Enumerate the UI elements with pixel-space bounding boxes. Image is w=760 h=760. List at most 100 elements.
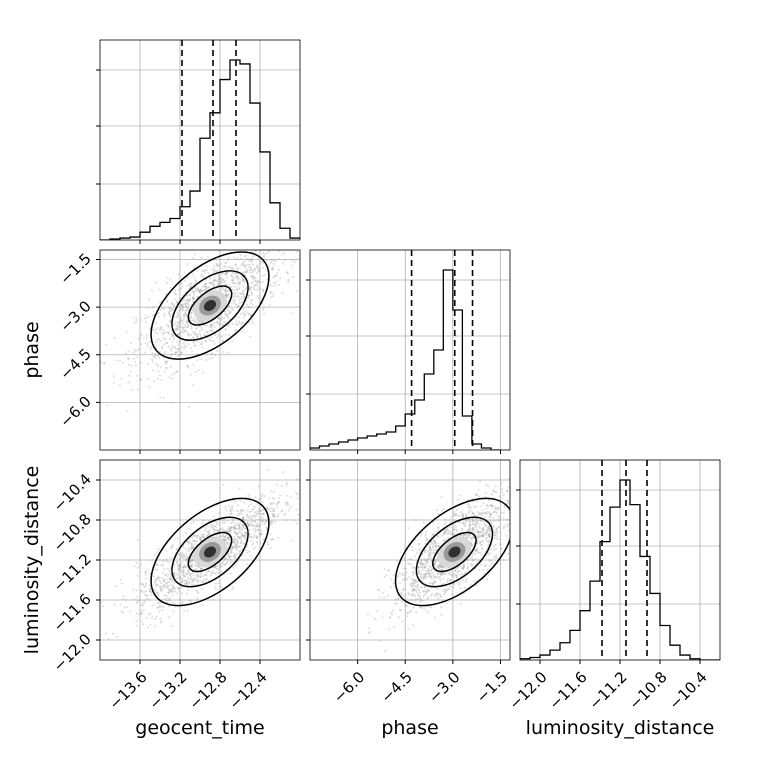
scatter-point <box>228 285 231 288</box>
scatter-point <box>471 511 474 514</box>
scatter-point <box>185 345 187 348</box>
scatter-point <box>449 585 452 588</box>
scatter-point <box>453 514 456 517</box>
scatter-point <box>242 518 245 520</box>
scatter-point <box>119 603 122 606</box>
scatter-point <box>224 262 227 264</box>
scatter-point <box>246 552 249 554</box>
scatter-point <box>165 601 168 603</box>
scatter-point <box>214 572 217 575</box>
scatter-point <box>228 334 230 337</box>
scatter-point <box>254 516 257 518</box>
scatter-point <box>192 300 195 303</box>
scatter-point <box>402 594 405 597</box>
scatter-point <box>231 546 234 549</box>
scatter-point <box>226 309 229 312</box>
scatter-point <box>265 521 268 524</box>
scatter-point <box>461 567 464 569</box>
scatter-point <box>472 520 475 522</box>
scatter-point <box>482 509 485 512</box>
scatter-point <box>113 337 116 340</box>
scatter-point <box>390 578 393 581</box>
scatter-point <box>191 257 194 259</box>
scatter-point <box>232 540 234 543</box>
scatter-point <box>252 525 255 528</box>
scatter-point <box>215 529 218 532</box>
scatter-point <box>229 310 232 313</box>
scatter-point <box>375 610 378 613</box>
scatter-point <box>402 572 405 575</box>
scatter-point <box>311 502 313 504</box>
scatter-point <box>194 535 197 538</box>
scatter-point <box>171 340 174 343</box>
scatter-point <box>494 531 496 534</box>
scatter-point <box>397 597 400 600</box>
scatter-point <box>143 599 146 602</box>
scatter-point <box>485 507 488 510</box>
scatter-point <box>271 285 274 288</box>
scatter-point <box>286 502 289 505</box>
scatter-point <box>217 265 220 268</box>
scatter-point <box>209 282 212 285</box>
scatter-point <box>272 497 274 499</box>
scatter-point <box>198 320 200 323</box>
scatter-point <box>180 320 183 322</box>
scatter-point <box>493 510 496 513</box>
scatter-point <box>193 577 196 580</box>
scatter-point <box>209 336 212 338</box>
scatter-point <box>269 546 272 549</box>
scatter-point <box>228 265 231 268</box>
scatter-point <box>148 588 151 591</box>
scatter-point <box>200 288 203 291</box>
scatter-point <box>274 260 277 263</box>
scatter-point <box>475 505 477 508</box>
scatter-point <box>168 599 171 602</box>
scatter-point <box>411 549 414 552</box>
scatter-point <box>427 544 430 547</box>
scatter-point <box>184 558 187 561</box>
scatter-point <box>242 279 245 282</box>
scatter-point <box>184 532 187 535</box>
scatter-point <box>260 513 263 516</box>
scatter-point <box>428 549 431 552</box>
scatter-point <box>448 526 451 529</box>
scatter-point <box>271 267 274 270</box>
scatter-point <box>414 579 417 582</box>
scatter-point <box>153 618 156 621</box>
scatter-point <box>269 510 272 513</box>
scatter-point <box>440 606 443 609</box>
scatter-point <box>237 524 240 527</box>
scatter-point <box>107 638 110 641</box>
scatter-point <box>178 309 181 312</box>
scatter-point <box>122 361 124 364</box>
scatter-point <box>207 272 210 275</box>
scatter-point <box>170 574 172 577</box>
scatter-point <box>158 605 161 608</box>
scatter-point <box>473 549 476 552</box>
scatter-point <box>214 525 217 528</box>
scatter-point <box>186 263 188 265</box>
scatter-point <box>221 278 224 281</box>
scatter-point <box>503 525 505 528</box>
scatter-point <box>173 323 176 326</box>
scatter-point <box>508 477 510 480</box>
scatter-point <box>184 279 186 282</box>
scatter-point <box>161 564 164 567</box>
scatter-point <box>180 556 183 559</box>
scatter-point <box>239 541 242 544</box>
scatter-point <box>512 502 514 504</box>
scatter-point <box>243 296 246 299</box>
scatter-point <box>446 578 449 581</box>
scatter-point <box>205 285 207 288</box>
scatter-point <box>477 559 480 562</box>
scatter-point <box>226 271 229 274</box>
scatter-point <box>235 329 237 332</box>
scatter-point <box>468 520 471 523</box>
scatter-point <box>250 267 252 270</box>
scatter-point <box>193 321 196 324</box>
scatter-point <box>427 567 430 570</box>
scatter-point <box>214 526 217 529</box>
scatter-point <box>238 526 241 529</box>
scatter-point <box>133 317 135 320</box>
y-tick-label: −10.4 <box>50 470 95 515</box>
